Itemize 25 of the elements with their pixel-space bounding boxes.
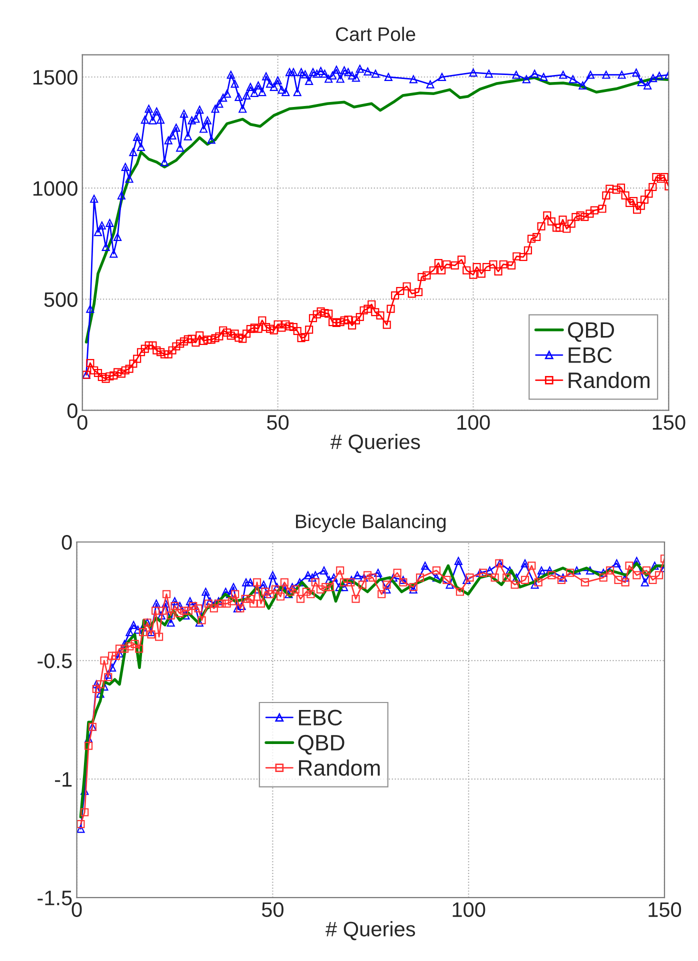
legend-label: QBD: [568, 322, 614, 342]
chart-title: Cart Pole: [336, 26, 416, 42]
x-tick-label: 0: [77, 415, 88, 430]
y-tick-label: 1500: [33, 70, 78, 85]
x-tick-label: 50: [262, 902, 284, 918]
legend-label: EBC: [568, 347, 612, 364]
y-tick-label: 0: [67, 403, 78, 418]
y-tick-label: -1.5: [38, 890, 72, 906]
legend-label: EBC: [299, 710, 342, 726]
y-tick-label: 0: [62, 535, 72, 550]
x-tick-label: 100: [452, 902, 486, 918]
x-tick-label: 150: [652, 415, 686, 430]
y-tick-label: 500: [44, 292, 78, 307]
legend-label: Random: [299, 759, 380, 776]
y-tick-label: -1: [55, 772, 72, 787]
x-tick-label: 100: [457, 415, 490, 430]
x-axis-title: # Queries: [326, 921, 416, 940]
y-tick-label: -0.5: [38, 654, 72, 668]
y-tick-label: 1000: [33, 181, 78, 196]
x-axis-title: # Queries: [330, 434, 420, 453]
x-tick-label: 50: [267, 415, 289, 430]
x-tick-label: 150: [648, 902, 682, 918]
legend-label: QBD: [298, 734, 344, 755]
chart-title: Bicycle Balancing: [296, 514, 446, 532]
legend-label: Random: [568, 372, 650, 388]
